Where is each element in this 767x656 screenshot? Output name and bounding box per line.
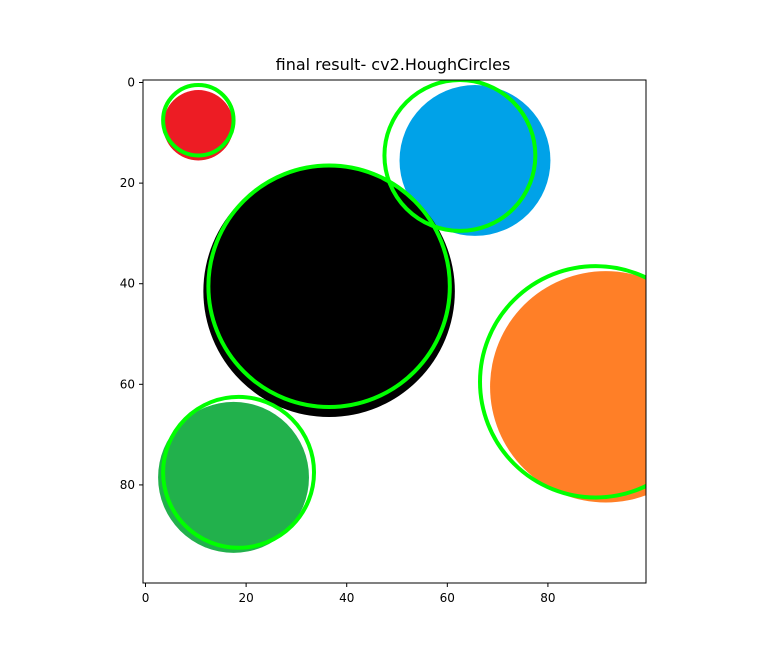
detected-circle-1 <box>161 83 236 158</box>
x-tick-label: 80 <box>540 591 555 605</box>
x-tick-label: 40 <box>339 591 354 605</box>
x-axis: 0 20 40 60 80 <box>142 583 556 605</box>
y-tick-label: 40 <box>120 277 135 291</box>
orange-circle <box>490 271 646 503</box>
blue-circle <box>399 85 551 236</box>
detected-circle-3 <box>206 163 452 409</box>
detected-circle-4 <box>478 264 646 500</box>
y-tick-label: 0 <box>127 76 135 90</box>
y-axis: 0 20 40 60 80 <box>120 76 143 492</box>
x-tick-label: 20 <box>238 591 253 605</box>
image-area <box>158 80 646 553</box>
detected-circle-2 <box>382 80 538 233</box>
x-tick-label: 60 <box>440 591 455 605</box>
detected-circle-5 <box>161 394 317 550</box>
x-tick-label: 0 <box>142 591 150 605</box>
black-circle <box>203 165 455 418</box>
axes-frame <box>142 79 647 584</box>
y-tick-label: 20 <box>120 176 135 190</box>
y-tick-label: 60 <box>120 377 135 391</box>
red-circle <box>163 90 234 161</box>
y-tick-label: 80 <box>120 478 135 492</box>
green-circle <box>158 401 309 553</box>
chart-title: final result- cv2.HoughCircles <box>276 55 511 74</box>
